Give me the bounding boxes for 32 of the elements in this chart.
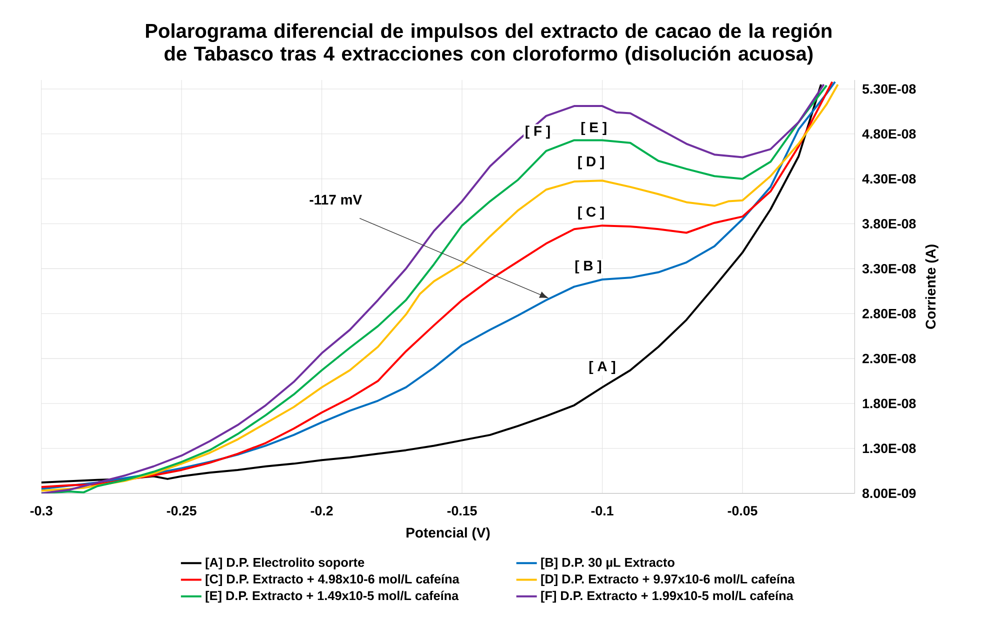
x-axis-title: Potencial (V) <box>406 527 490 540</box>
y-tick-label: 1.80E-08 <box>862 398 916 408</box>
y-tick-label: 2.80E-08 <box>862 308 916 318</box>
annotation: -117 mV <box>310 194 362 204</box>
annotation: [ B ] <box>575 260 602 274</box>
legend-label: [D] D.P. Extracto + 9.97x10-6 mol/L cafeína <box>541 574 795 586</box>
annotation: [ D ] <box>578 156 604 170</box>
y-tick-label: 8.00E-09 <box>862 488 916 498</box>
x-tick-label: -0.05 <box>728 506 758 516</box>
x-tick-label: -0.1 <box>591 506 614 516</box>
legend-label: [C] D.P. Extracto + 4.98x10-6 mol/L cafeína <box>206 574 460 586</box>
x-tick-label: -0.2 <box>310 506 333 516</box>
y-tick-label: 2.30E-08 <box>862 354 916 364</box>
y-tick-label: 3.30E-08 <box>862 264 916 274</box>
y-axis-title: Corriente (A) <box>925 244 938 329</box>
legend-label: [B] D.P. 30 µL Extracto <box>541 557 674 570</box>
chart-title: Polarograma diferencial de impulsos del extracto de cacao de la región de Tabasco tras 4 extracciones con cloroformo (disolución acuosa) <box>146 22 832 64</box>
legend-label: [F] D.P. Extracto + 1.99x10-5 mol/L cafeína <box>541 590 794 602</box>
annotation: [ F ] <box>526 125 550 138</box>
y-tick-label: 3.80E-08 <box>862 218 916 228</box>
x-tick-label: -0.3 <box>30 506 52 516</box>
y-tick-label: 1.30E-08 <box>862 444 916 453</box>
x-tick-label: -0.25 <box>166 506 196 516</box>
legend-label: [A] D.P. Electrolito soporte <box>206 557 364 570</box>
y-tick-label: 5.30E-08 <box>862 84 916 94</box>
legend-label: [E] D.P. Extracto + 1.49x10-5 mol/L cafeína <box>206 590 459 602</box>
annotation: [ C ] <box>578 206 604 220</box>
annotation: [ A ] <box>589 360 616 374</box>
x-tick-label: -0.15 <box>447 506 477 516</box>
y-tick-label: 4.30E-08 <box>862 174 916 184</box>
y-tick-label: 4.80E-08 <box>862 129 916 138</box>
annotation: [ E ] <box>581 122 606 135</box>
